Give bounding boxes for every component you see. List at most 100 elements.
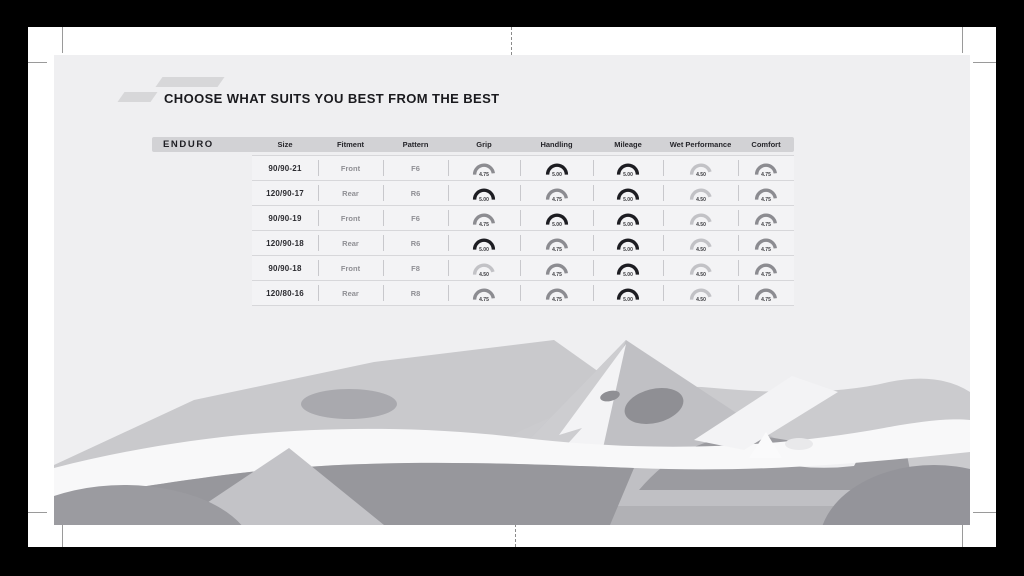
table-row: 120/90-17 Rear R6 5.00 4.75 5.00 4.50 4.75 <box>252 181 794 206</box>
fitment-cell-label: Front <box>340 263 361 273</box>
rating-value: 5.00 <box>479 197 489 202</box>
pattern-cell: F6 <box>383 156 448 180</box>
crop-mark <box>962 27 963 53</box>
rating-gauge-icon: 4.75 <box>545 238 568 252</box>
handling-rating-cell: 4.75 <box>520 281 593 305</box>
grip-rating-cell: 5.00 <box>448 231 520 255</box>
rating-gauge-icon: 4.50 <box>689 163 712 177</box>
comfort-rating-cell: 4.75 <box>738 181 794 205</box>
pattern-cell-label: R8 <box>410 288 421 298</box>
grip-rating-cell: 5.00 <box>448 181 520 205</box>
rating-gauge-icon: 4.75 <box>754 188 778 202</box>
rating-gauge-icon: 5.00 <box>616 188 640 202</box>
rating-gauge-icon: 5.00 <box>616 213 640 227</box>
fitment-cell: Rear <box>318 231 383 255</box>
mileage-rating-cell: 5.00 <box>593 281 663 305</box>
fitment-cell: Rear <box>318 281 383 305</box>
rating-value: 4.75 <box>479 297 489 302</box>
column-header-pattern: Pattern <box>402 140 429 149</box>
rating-gauge-icon: 5.00 <box>472 238 496 252</box>
size-cell-label: 90/90-18 <box>268 263 302 273</box>
size-cell-label: 120/90-17 <box>266 188 304 198</box>
grip-rating-cell: 4.75 <box>448 206 520 230</box>
wet-performance-rating-cell: 4.50 <box>663 181 738 205</box>
table-body: 90/90-21 Front F6 4.75 5.00 5.00 4.50 4.75 120/9… <box>252 155 794 306</box>
rating-value: 5.00 <box>479 247 489 252</box>
rating-gauge-icon: 4.50 <box>689 188 712 202</box>
size-cell: 90/90-21 <box>252 156 318 180</box>
rating-value: 5.00 <box>552 222 562 227</box>
fitment-cell-label: Front <box>340 163 361 173</box>
rating-gauge-icon: 5.00 <box>616 288 640 302</box>
fitment-cell: Front <box>318 206 383 230</box>
pattern-cell: F6 <box>383 206 448 230</box>
rating-gauge-icon: 5.00 <box>616 263 640 277</box>
rating-value: 5.00 <box>623 297 633 302</box>
rating-value: 4.75 <box>552 247 562 252</box>
table-row: 120/80-16 Rear R8 4.75 4.75 5.00 4.50 4.75 <box>252 281 794 306</box>
rating-value: 4.75 <box>761 197 771 202</box>
rating-gauge-icon: 5.00 <box>545 163 568 177</box>
table-row: 90/90-18 Front F8 4.50 4.75 5.00 4.50 4.75 <box>252 256 794 281</box>
column-header-wet-performance: Wet Performance <box>669 140 732 149</box>
size-cell: 90/90-19 <box>252 206 318 230</box>
size-cell: 120/80-16 <box>252 281 318 305</box>
wet-performance-rating-cell: 4.50 <box>663 231 738 255</box>
handling-rating-cell: 5.00 <box>520 156 593 180</box>
rating-value: 4.50 <box>696 297 706 302</box>
table-row: 120/90-18 Rear R6 5.00 4.75 5.00 4.50 4.75 <box>252 231 794 256</box>
brand-slash-icon <box>155 77 225 87</box>
crop-mark <box>973 62 996 63</box>
rating-value: 5.00 <box>623 222 633 227</box>
content-card: CHOOSE WHAT SUITS YOU BEST FROM THE BEST… <box>54 55 970 525</box>
rating-value: 4.50 <box>479 272 489 277</box>
grip-rating-cell: 4.50 <box>448 256 520 280</box>
size-cell-label: 120/80-16 <box>266 288 304 298</box>
handling-rating-cell: 4.75 <box>520 181 593 205</box>
handling-rating-cell: 4.75 <box>520 231 593 255</box>
pattern-cell-label: R6 <box>410 238 421 248</box>
rating-gauge-icon: 4.50 <box>472 263 496 277</box>
crop-mark <box>962 524 963 547</box>
rating-value: 4.50 <box>696 197 706 202</box>
grip-rating-cell: 4.75 <box>448 281 520 305</box>
wet-performance-rating-cell: 4.50 <box>663 256 738 280</box>
rating-value: 5.00 <box>552 172 562 177</box>
mileage-rating-cell: 5.00 <box>593 206 663 230</box>
rating-gauge-icon: 5.00 <box>616 163 640 177</box>
comfort-rating-cell: 4.75 <box>738 231 794 255</box>
pattern-cell-label: F6 <box>411 163 420 173</box>
comfort-rating-cell: 4.75 <box>738 156 794 180</box>
crop-mark <box>62 27 63 53</box>
pattern-cell: F8 <box>383 256 448 280</box>
center-fold-mark <box>511 27 512 55</box>
rating-value: 4.50 <box>696 247 706 252</box>
mileage-rating-cell: 5.00 <box>593 256 663 280</box>
mileage-rating-cell: 5.00 <box>593 156 663 180</box>
rating-gauge-icon: 4.75 <box>472 288 496 302</box>
rating-gauge-icon: 4.75 <box>754 263 778 277</box>
comfort-rating-cell: 4.75 <box>738 256 794 280</box>
rating-value: 4.75 <box>761 272 771 277</box>
handling-rating-cell: 4.75 <box>520 256 593 280</box>
mountain-illustration <box>54 340 970 525</box>
pattern-cell-label: F6 <box>411 213 420 223</box>
size-cell-label: 90/90-21 <box>268 163 302 173</box>
rating-value: 4.75 <box>479 172 489 177</box>
fitment-cell-label: Rear <box>342 288 359 298</box>
brand-slash-icon <box>117 92 158 102</box>
wet-performance-rating-cell: 4.50 <box>663 156 738 180</box>
rating-gauge-icon: 4.50 <box>689 263 712 277</box>
rating-value: 5.00 <box>623 172 633 177</box>
rating-gauge-icon: 4.75 <box>754 163 778 177</box>
rating-value: 5.00 <box>623 247 633 252</box>
rating-value: 4.75 <box>761 222 771 227</box>
rating-gauge-icon: 4.75 <box>754 238 778 252</box>
rating-value: 4.75 <box>479 222 489 227</box>
rating-value: 4.75 <box>552 297 562 302</box>
page-title: CHOOSE WHAT SUITS YOU BEST FROM THE BEST <box>164 91 500 106</box>
rating-value: 4.50 <box>696 172 706 177</box>
rating-gauge-icon: 4.75 <box>472 163 496 177</box>
pattern-cell: R6 <box>383 181 448 205</box>
